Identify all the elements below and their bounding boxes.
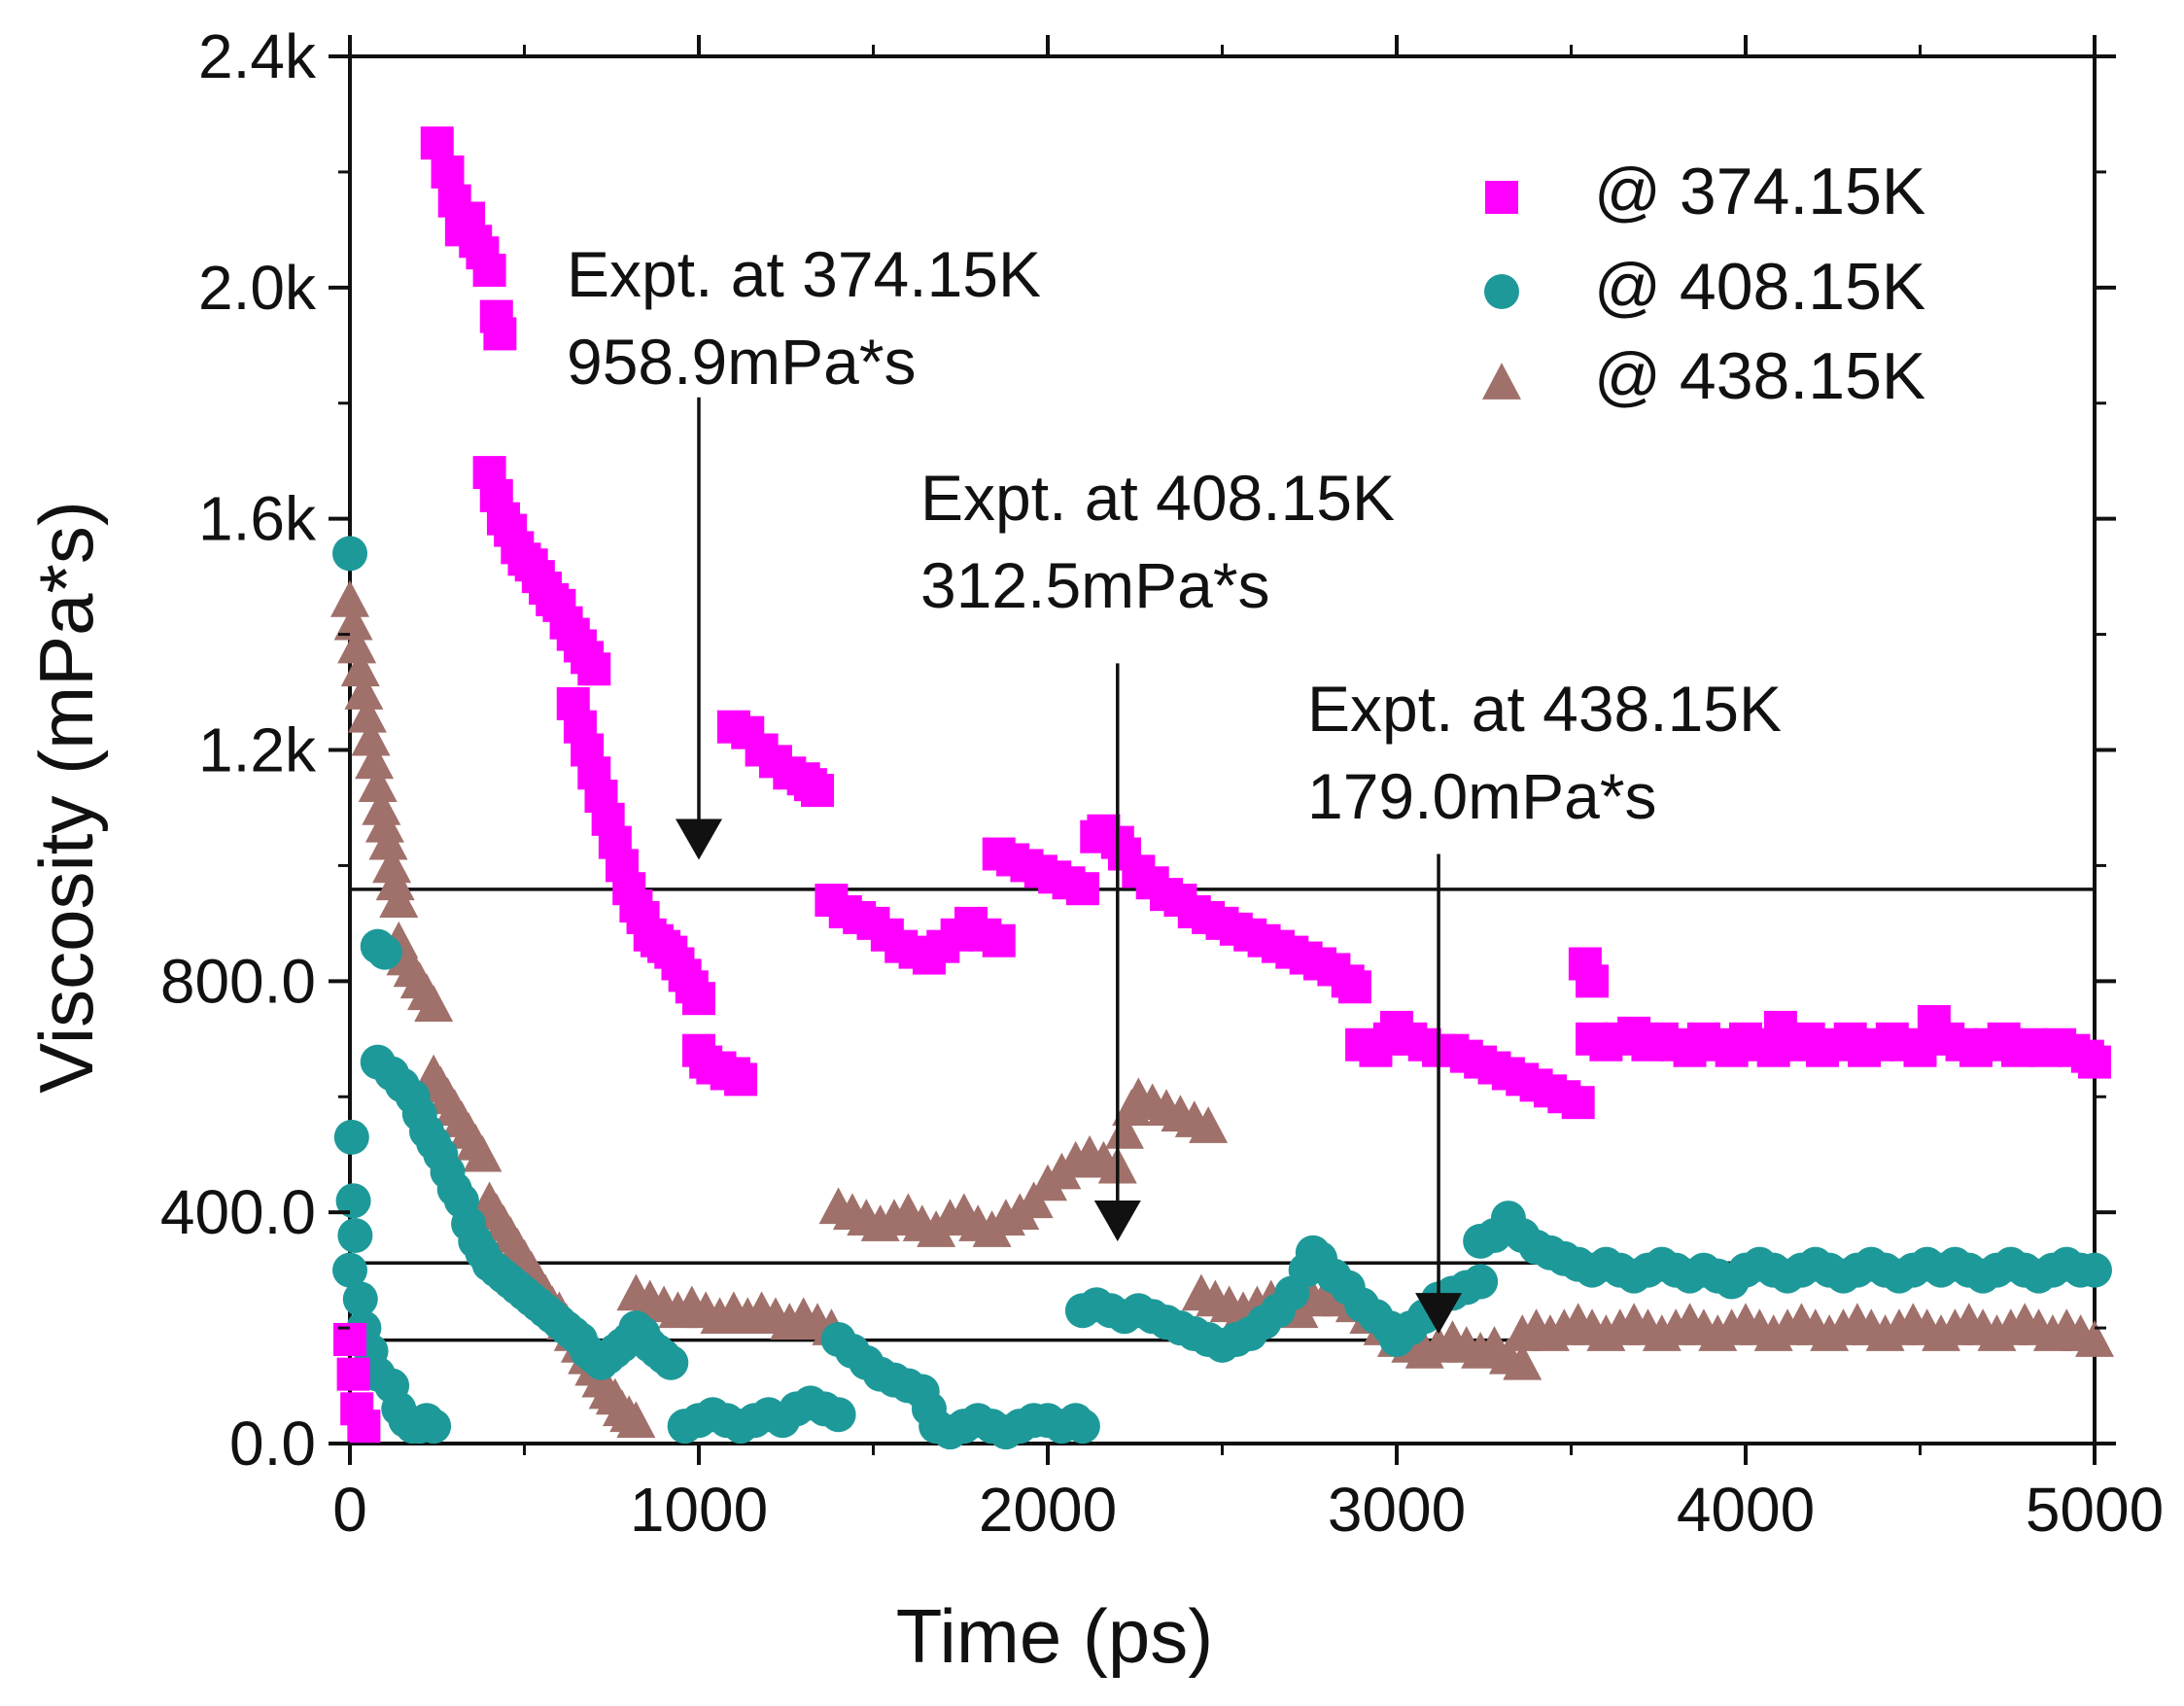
legend-marker-shape (1485, 181, 1518, 214)
data-point-square (724, 1062, 758, 1097)
data-point-square (472, 253, 506, 287)
data-point-circle (333, 1119, 369, 1155)
data-point-triangle (1189, 1106, 1229, 1143)
x-tick-label: 0 (332, 1475, 367, 1545)
y-axis-label: Viscosity (mPa*s) (23, 501, 109, 1094)
x-tick-label: 1000 (630, 1475, 768, 1545)
annotation-label-374: Expt. at 374.15K (567, 238, 1041, 310)
arrow-head-0 (676, 818, 722, 860)
data-point-circle (366, 934, 402, 970)
data-point-triangle (364, 805, 404, 843)
data-point-triangle (379, 881, 419, 918)
annotation-value-408: 312.5mPa*s (920, 549, 1270, 621)
legend-label-408: @ 408.15K (1594, 250, 1925, 324)
x-axis-label: Time (ps) (896, 1593, 1213, 1679)
legend-marker-408 (1484, 274, 1519, 309)
legend-marker-374 (1485, 181, 1518, 214)
data-point-square (2078, 1045, 2111, 1079)
data-point-triangle (330, 580, 369, 617)
data-point-square (1065, 872, 1099, 906)
data-point-square (1903, 1033, 1937, 1067)
data-point-circle (416, 1409, 452, 1445)
legend-label-374: @ 374.15K (1594, 155, 1925, 228)
data-point-square (577, 652, 611, 686)
data-point-triangle (1503, 1342, 1543, 1380)
legend-marker-shape (1484, 274, 1519, 309)
annotation-value-438: 179.0mPa*s (1307, 760, 1657, 832)
data-point-triangle (340, 649, 380, 687)
y-tick-label: 1.2k (198, 715, 317, 785)
arrow-head-1 (1093, 1200, 1141, 1241)
data-point-square (801, 774, 835, 808)
data-point-triangle (463, 1134, 503, 1172)
y-tick-label: 2.0k (198, 253, 317, 323)
x-tick-label: 3000 (1328, 1475, 1466, 1545)
data-point-square (347, 1410, 381, 1444)
annotation-label-408: Expt. at 408.15K (920, 462, 1395, 534)
data-point-triangle (355, 742, 395, 780)
data-point-triangle (347, 695, 387, 733)
data-point-triangle (1104, 1112, 1144, 1149)
series-square (333, 126, 2111, 1444)
data-point-square (431, 155, 465, 189)
data-point-triangle (362, 788, 401, 825)
data-point-circle (2077, 1252, 2112, 1288)
data-points (330, 126, 2114, 1450)
data-point-triangle (351, 718, 391, 756)
x-tick-label: 2000 (979, 1475, 1117, 1545)
data-point-triangle (2075, 1320, 2114, 1357)
data-point-circle (337, 1217, 373, 1253)
legend-marker-438 (1482, 363, 1521, 400)
data-point-triangle (368, 822, 408, 860)
axis-ticks (329, 35, 2116, 1465)
data-point-square (336, 1357, 370, 1391)
data-point-square (982, 923, 1016, 957)
data-point-triangle (375, 863, 415, 901)
legend-label-438: @ 438.15K (1594, 339, 1925, 413)
annotations: Expt. at 374.15K 958.9mPa*s Expt. at 408… (567, 238, 1782, 832)
y-tick-label: 0.0 (229, 1409, 316, 1479)
data-point-square (682, 982, 715, 1016)
y-tick-label: 2.4k (198, 21, 317, 91)
data-point-square (420, 126, 454, 160)
data-point-circle (332, 536, 367, 572)
data-point-square (1561, 1086, 1595, 1120)
y-tick-label: 800.0 (160, 946, 316, 1016)
data-point-triangle (333, 603, 373, 641)
x-tick-label: 5000 (2026, 1475, 2164, 1545)
data-point-triangle (616, 1401, 656, 1439)
series-circle (332, 536, 2112, 1450)
y-tick-label: 1.6k (198, 484, 317, 554)
legend: @ 374.15K @ 408.15K @ 438.15K (1482, 155, 1925, 413)
data-point-triangle (344, 673, 384, 710)
data-point-circle (335, 1183, 371, 1219)
annotation-arrows (676, 397, 1463, 1335)
y-tick-label: 400.0 (160, 1177, 316, 1247)
legend-marker-shape (1482, 363, 1521, 400)
annotation-label-438: Expt. at 438.15K (1307, 673, 1782, 745)
arrow-head-2 (1415, 1293, 1463, 1335)
tick-labels: 0 1000 2000 3000 4000 5000 0.0 400.0 800.0 1.2k 1.… (160, 21, 2164, 1545)
annotation-value-374: 958.9mPa*s (567, 326, 917, 398)
data-point-triangle (337, 626, 377, 664)
data-point-triangle (358, 765, 398, 803)
data-point-circle (342, 1281, 378, 1317)
data-point-square (1576, 964, 1610, 998)
data-point-square (483, 317, 517, 351)
data-point-triangle (372, 846, 412, 884)
data-point-square (1337, 970, 1371, 1004)
data-point-circle (332, 1252, 367, 1288)
x-tick-label: 4000 (1677, 1475, 1815, 1545)
data-point-circle (1463, 1264, 1499, 1300)
data-point-circle (820, 1397, 856, 1433)
data-point-triangle (414, 985, 454, 1022)
data-point-circle (1064, 1409, 1100, 1445)
data-point-circle (653, 1344, 689, 1380)
